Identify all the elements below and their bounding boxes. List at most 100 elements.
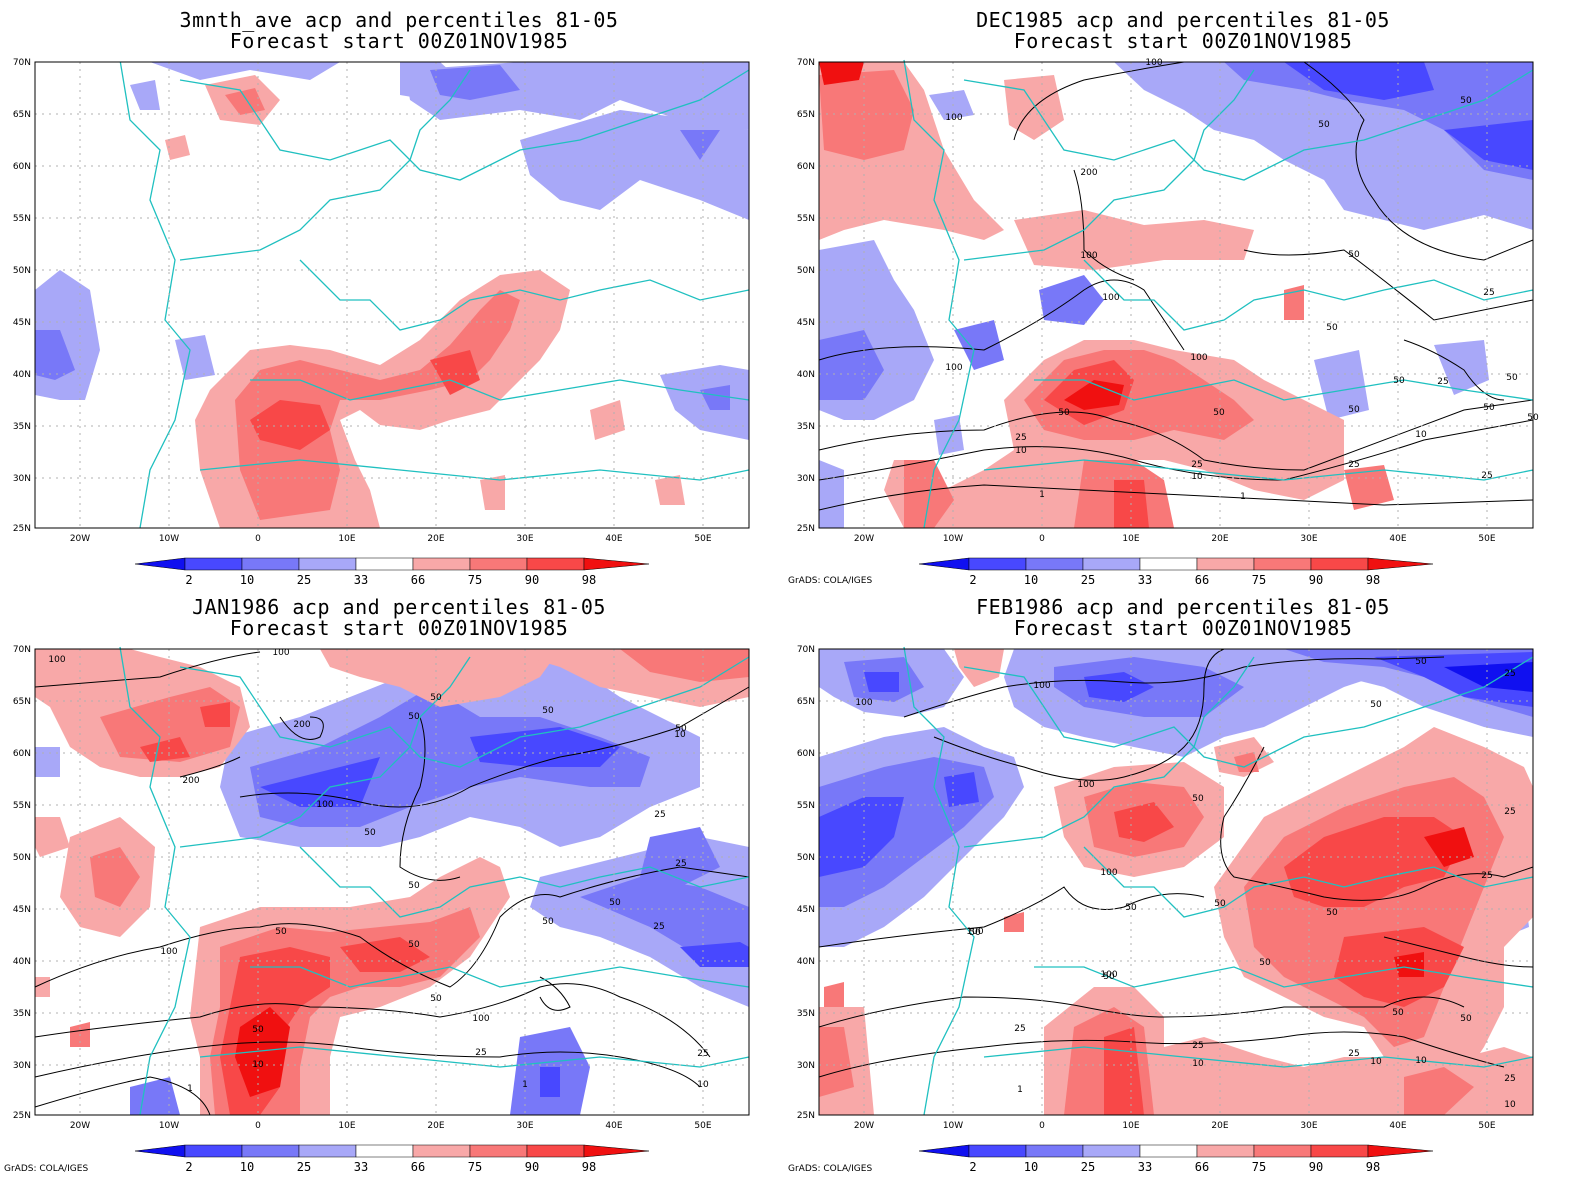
contour-label: 100 [316,800,333,810]
contour-label: 10 [697,1080,709,1090]
axis-label: 20E [1211,534,1228,544]
axis-label: 50E [694,1121,711,1131]
lon-label: 20W [70,534,90,544]
contour-label: 50 [408,881,420,891]
contour-label: 10 [674,730,686,740]
contour-labels: 100 100 50 50 25 100 100 50 100 50 50 50… [855,657,1516,1110]
axis-label: 50E [1478,534,1495,544]
axis-label: 50N [797,266,815,276]
contour-label: 50 [1393,376,1405,386]
contour-label: 50 [1415,657,1427,667]
colorbar-label: 75 [468,573,482,587]
lat-label: 35N [13,422,31,432]
contour-label: 25 [653,922,664,932]
lat-label: 70N [13,58,31,68]
panel-subtitle: Forecast start 00Z01NOV1985 [229,616,569,640]
lon-label: 40E [605,534,622,544]
axis-label: 75 [1252,1160,1266,1174]
panel-jan1986: JAN1986 acp and percentiles 81-05 Foreca… [0,587,798,1185]
axis-label: 55N [797,801,815,811]
colorbar: 2 10 25 33 66 75 90 98 [134,1144,650,1174]
contour-label: 50 [408,712,420,722]
contour-label: 25 [1014,1024,1025,1034]
axis-label: 45N [797,905,815,915]
contour-label: 50 [969,928,981,938]
axis-label: 2 [185,1160,192,1174]
lon-label: 10E [338,534,355,544]
contour-label: 100 [1102,293,1119,303]
axis-label: 20W [70,1121,90,1131]
axis-label: 20E [1211,1121,1228,1131]
axis-label: 25 [1081,573,1095,587]
contour-label: 100 [272,648,289,658]
contour-labels: 100 100 200 200 100 50 50 50 50 50 50 25… [48,648,709,1094]
axis-label: 40E [605,1121,622,1131]
lat-label: 50N [13,266,31,276]
contour-label: 25 [1015,433,1026,443]
contour-label: 25 [1191,460,1202,470]
contour-label: 50 [364,828,376,838]
contour-label: 25 [1437,377,1448,387]
contour-label: 50 [1326,908,1338,918]
contour-label: 50 [1259,958,1271,968]
axis-label: 50N [13,853,31,863]
contour-label: 200 [182,776,199,786]
contour-label: 50 [1348,405,1360,415]
axis-label: 25 [297,1160,311,1174]
axis-label: 0 [1039,534,1045,544]
contour-label: 25 [1481,871,1492,881]
colorbar-label: 25 [297,573,311,587]
axis-label: 25N [797,1111,815,1121]
grads-credit: GrADS: COLA/IGES [4,1164,89,1174]
axis-label: 65N [13,697,31,707]
contours [818,648,1534,1078]
contour-label: 50 [430,994,442,1004]
colorbar-label: 98 [582,573,596,587]
contour-label: 50 [430,693,442,703]
panel-subtitle: Forecast start 00Z01NOV1985 [229,29,569,53]
axis-label: 66 [411,1160,425,1174]
axis-label: 25N [13,1111,31,1121]
contour-label: 25 [654,810,665,820]
axis-label: 90 [1309,1160,1323,1174]
axis-label: 60N [797,162,815,172]
axis-label: 20W [854,534,874,544]
lon-label: 10W [159,534,179,544]
axis-label: 20E [427,1121,444,1131]
contour-label: 50 [1326,323,1338,333]
axis-label: 70N [797,645,815,655]
contour-label: 25 [1481,471,1492,481]
map-plot: 70N 65N 60N 55N 50N 45N 40N 35N 30N 25N … [13,58,750,587]
grads-credit: GrADS: COLA/IGES [788,576,873,586]
contour-label: 25 [675,859,686,869]
contour-label: 100 [1080,251,1097,261]
contours [34,651,750,1116]
contour-label: 100 [1077,780,1094,790]
lat-label: 25N [13,524,31,534]
lon-label: 30E [516,534,533,544]
axis-label: 30N [13,1061,31,1071]
axis-label: 50N [797,853,815,863]
colorbar-label: 33 [354,573,368,587]
contour-label: 50 [252,1025,264,1035]
contour-label: 100 [472,1014,489,1024]
axis-label: 55N [13,801,31,811]
contour-label: 50 [609,898,621,908]
axis-label: 30N [797,474,815,484]
lon-label: 20E [427,534,444,544]
lat-label: 65N [13,110,31,120]
axis-label: 55N [797,214,815,224]
lon-label: 0 [255,534,261,544]
axis-label: 10E [338,1121,355,1131]
contour-label: 10 [1415,1056,1427,1066]
contour-label: 10 [252,1060,264,1070]
contour-label: 1 [1039,490,1045,500]
axis-label: 2 [969,1160,976,1174]
axis-label: 90 [1309,573,1323,587]
colorbar-label: 66 [411,573,425,587]
contour-label: 50 [408,940,420,950]
axis-label: 40E [1389,1121,1406,1131]
axis-label: 90 [525,1160,539,1174]
axis-label: 98 [1366,573,1380,587]
contour-label: 100 [945,113,962,123]
